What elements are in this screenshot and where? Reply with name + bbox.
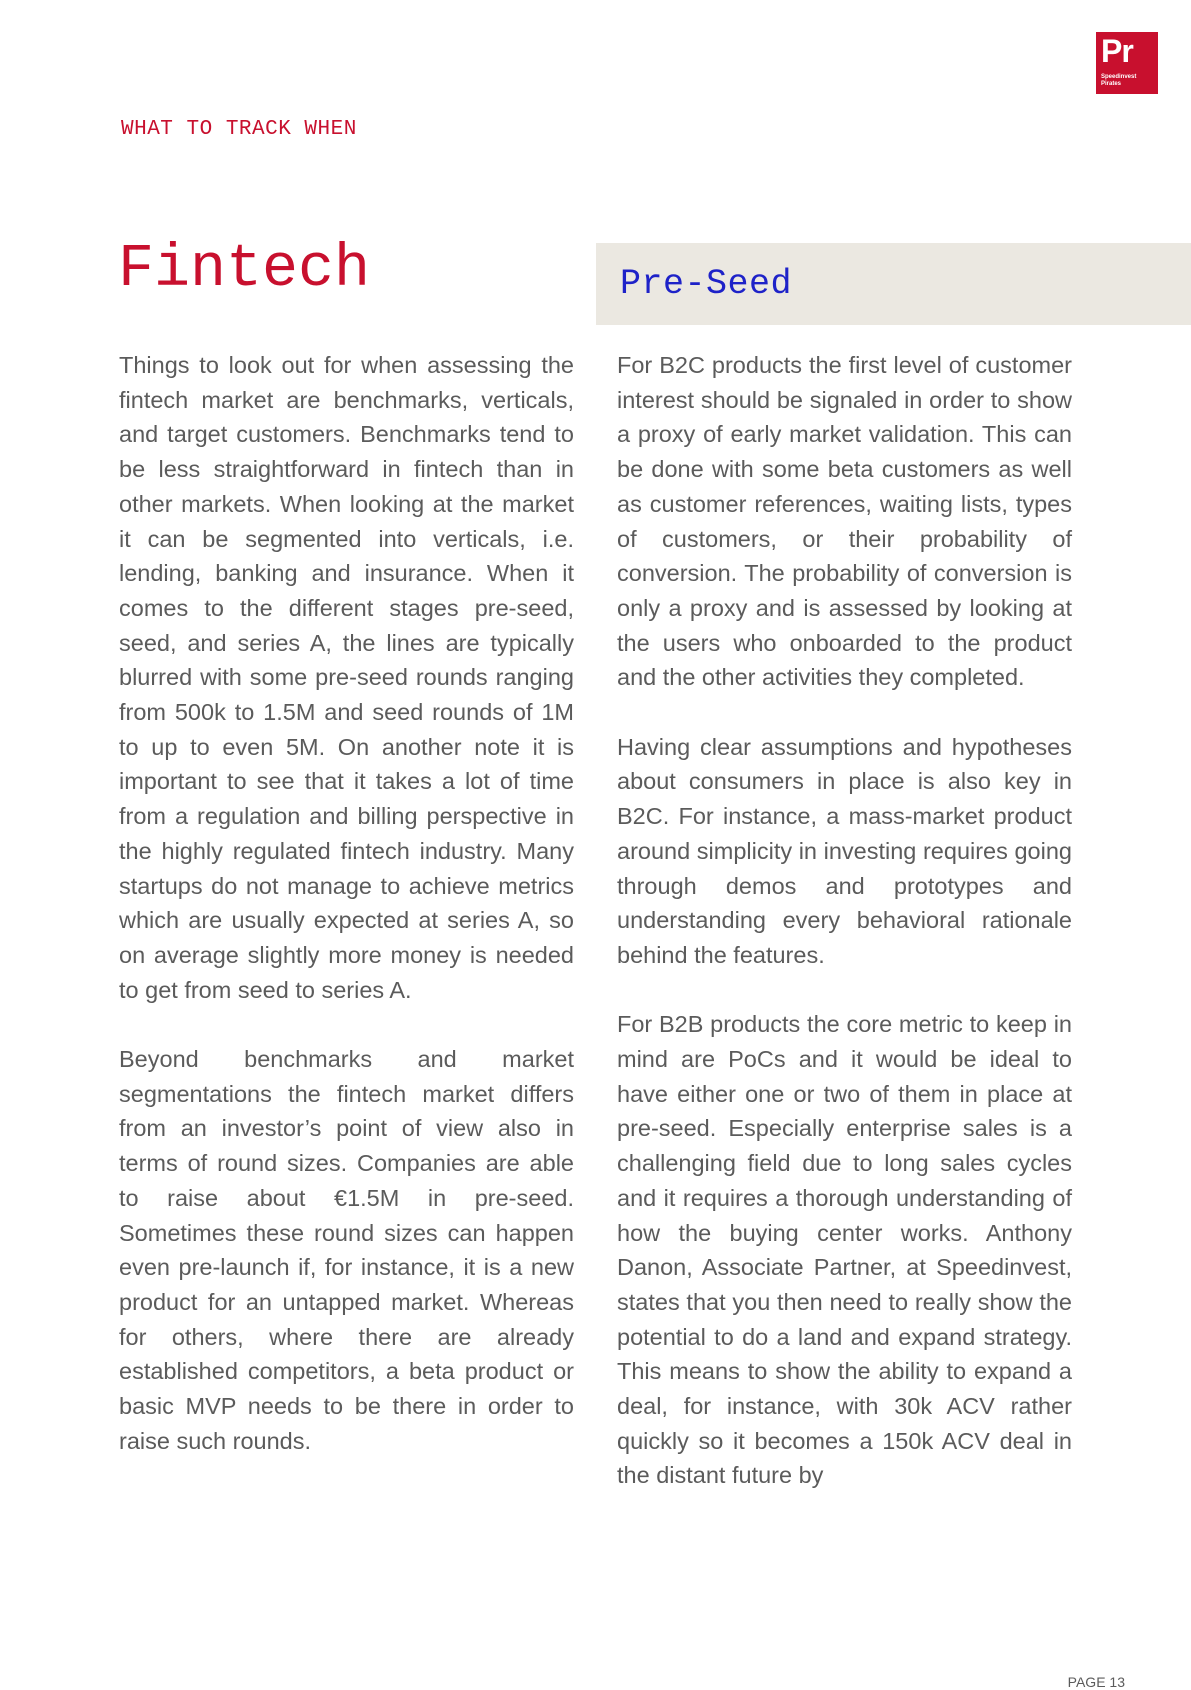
paragraph: For B2B products the core metric to keep… (617, 1011, 1072, 1489)
logo-line-1: Speedinvest (1101, 74, 1137, 80)
brand-logo: Pr Speedinvest Pirates (1096, 32, 1158, 94)
stage-header-box: Pre-Seed (596, 243, 1191, 325)
paragraph: For B2C products the first level of cust… (617, 352, 1072, 691)
logo-mark: Pr (1101, 33, 1134, 69)
paragraph: Having clear assumptions and hypotheses … (617, 733, 1072, 968)
paragraph: Beyond benchmarks and market segmentatio… (119, 1046, 574, 1454)
section-kicker: WHAT TO TRACK WHEN (121, 118, 357, 141)
page-number: PAGE 13 (1067, 1674, 1125, 1690)
left-column: Things to look out for when assessing th… (119, 348, 574, 1493)
stage-label: Pre-Seed (620, 264, 793, 304)
right-column: For B2C products the first level of cust… (617, 348, 1072, 1528)
logo-line-2: Pirates (1101, 81, 1122, 87)
page-title: Fintech (118, 236, 371, 304)
paragraph: Things to look out for when assessing th… (119, 352, 574, 1003)
